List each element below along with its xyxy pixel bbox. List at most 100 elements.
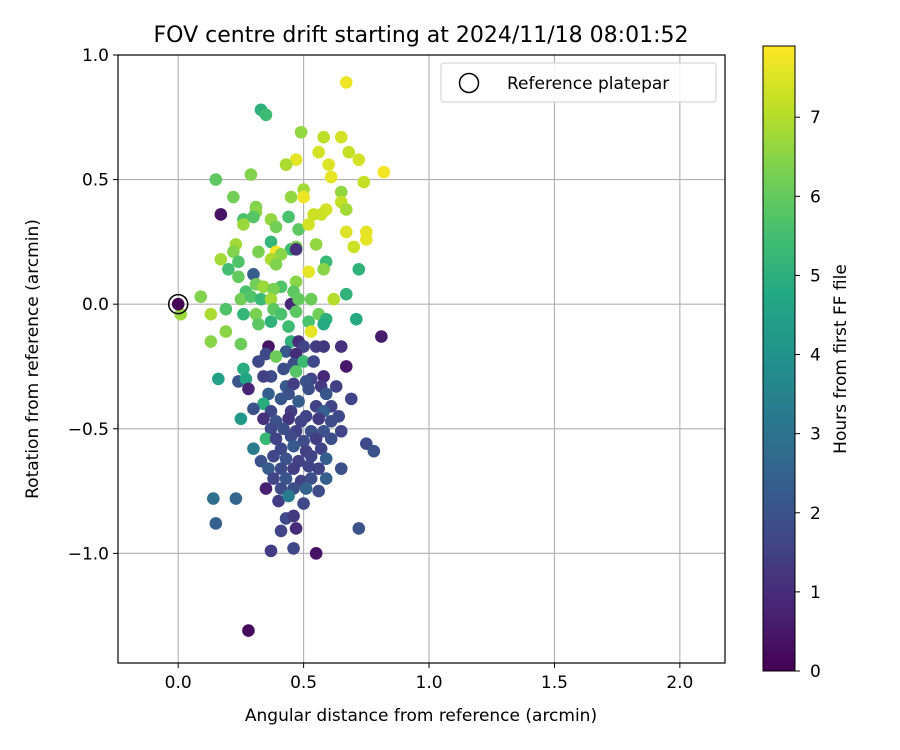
data-point xyxy=(324,170,338,184)
data-point xyxy=(274,462,288,475)
plot-frame xyxy=(117,54,726,664)
data-point xyxy=(344,392,358,406)
data-point xyxy=(229,492,243,505)
data-point xyxy=(297,355,310,368)
data-point xyxy=(214,208,228,221)
data-point xyxy=(244,168,258,181)
data-point xyxy=(360,233,373,246)
data-point xyxy=(314,208,328,221)
data-point xyxy=(317,370,330,383)
data-point xyxy=(287,377,300,391)
data-point xyxy=(302,265,315,279)
data-point xyxy=(327,292,341,306)
reference-point-dot xyxy=(171,297,185,311)
data-point xyxy=(247,402,260,416)
data-point xyxy=(312,462,325,475)
gridlines xyxy=(118,54,725,663)
data-point xyxy=(292,395,305,408)
data-point xyxy=(237,218,250,231)
data-point xyxy=(252,317,265,331)
data-point xyxy=(304,325,318,338)
data-point xyxy=(367,444,381,458)
data-point xyxy=(274,524,288,538)
data-point xyxy=(279,345,293,358)
data-point xyxy=(297,434,310,448)
data-point xyxy=(267,472,280,485)
data-point xyxy=(232,255,245,269)
data-point xyxy=(227,245,240,259)
data-point xyxy=(292,292,305,306)
data-point xyxy=(334,130,348,144)
x-axis-label: Angular distance from reference (arcmin) xyxy=(245,706,597,726)
data-point xyxy=(234,337,248,351)
data-point xyxy=(334,185,348,199)
y-tick-label: 0.5 xyxy=(82,171,109,191)
data-point xyxy=(237,307,250,321)
data-point xyxy=(317,262,330,276)
data-point xyxy=(302,382,315,396)
data-point xyxy=(249,307,263,321)
data-point xyxy=(209,517,223,530)
colorbar-tick-label: 3 xyxy=(810,425,821,445)
x-tick-label: 1.0 xyxy=(416,673,443,693)
data-point xyxy=(304,292,318,306)
data-point xyxy=(274,307,288,321)
data-point xyxy=(289,243,303,256)
data-point xyxy=(289,305,303,318)
data-point xyxy=(304,449,318,463)
data-point xyxy=(214,253,228,266)
data-point xyxy=(259,482,273,495)
x-tick-label: 2.0 xyxy=(666,673,693,693)
data-point xyxy=(312,412,325,426)
data-point xyxy=(259,432,273,446)
data-point xyxy=(194,290,208,304)
chart-title: FOV centre drift starting at 2024/11/18 … xyxy=(154,23,689,48)
data-point xyxy=(264,292,278,306)
y-tick-label: −0.5 xyxy=(68,420,109,440)
data-point xyxy=(302,459,315,473)
legend-label: Reference platepar xyxy=(507,74,669,94)
x-tick-label: 1.5 xyxy=(541,673,568,693)
data-point xyxy=(284,429,298,443)
data-point xyxy=(264,544,278,558)
data-point xyxy=(352,153,366,166)
data-point xyxy=(264,315,278,328)
reference-point-ring xyxy=(167,293,189,315)
data-point xyxy=(352,522,366,535)
data-point xyxy=(219,302,233,316)
data-point xyxy=(237,362,250,376)
colorbar-tick-label: 0 xyxy=(810,662,821,682)
data-point xyxy=(204,335,218,348)
data-point xyxy=(212,372,225,386)
data-point xyxy=(269,220,283,234)
data-point xyxy=(287,462,300,475)
data-point xyxy=(269,350,283,363)
data-point xyxy=(312,484,325,498)
data-point xyxy=(289,365,303,378)
data-point xyxy=(282,489,295,503)
data-point xyxy=(294,125,308,139)
data-point xyxy=(279,158,293,171)
data-point xyxy=(284,190,298,204)
data-point xyxy=(309,432,323,446)
colorbar-label: Hours from first FF file xyxy=(831,264,851,454)
y-axis-label: Rotation from reference (arcmin) xyxy=(23,219,43,499)
data-point xyxy=(242,624,255,637)
data-point xyxy=(254,292,268,306)
data-point xyxy=(232,270,245,284)
data-point xyxy=(317,340,330,353)
data-point xyxy=(287,542,300,555)
colorbar: 0 1 2 3 4 5 6 7 Hours from first FF file xyxy=(762,45,851,682)
x-axis-ticks: 0.0 0.5 1.0 1.5 2.0 xyxy=(165,663,693,693)
data-point xyxy=(375,330,388,343)
y-tick-label: 0.0 xyxy=(82,295,109,315)
data-point xyxy=(299,482,313,495)
y-tick-label: 1.0 xyxy=(82,46,109,66)
data-point xyxy=(302,218,315,231)
data-point xyxy=(302,315,315,328)
data-point xyxy=(257,280,270,294)
data-point xyxy=(234,292,248,306)
data-point xyxy=(349,312,363,326)
data-point xyxy=(309,547,323,560)
data-point xyxy=(287,509,300,523)
